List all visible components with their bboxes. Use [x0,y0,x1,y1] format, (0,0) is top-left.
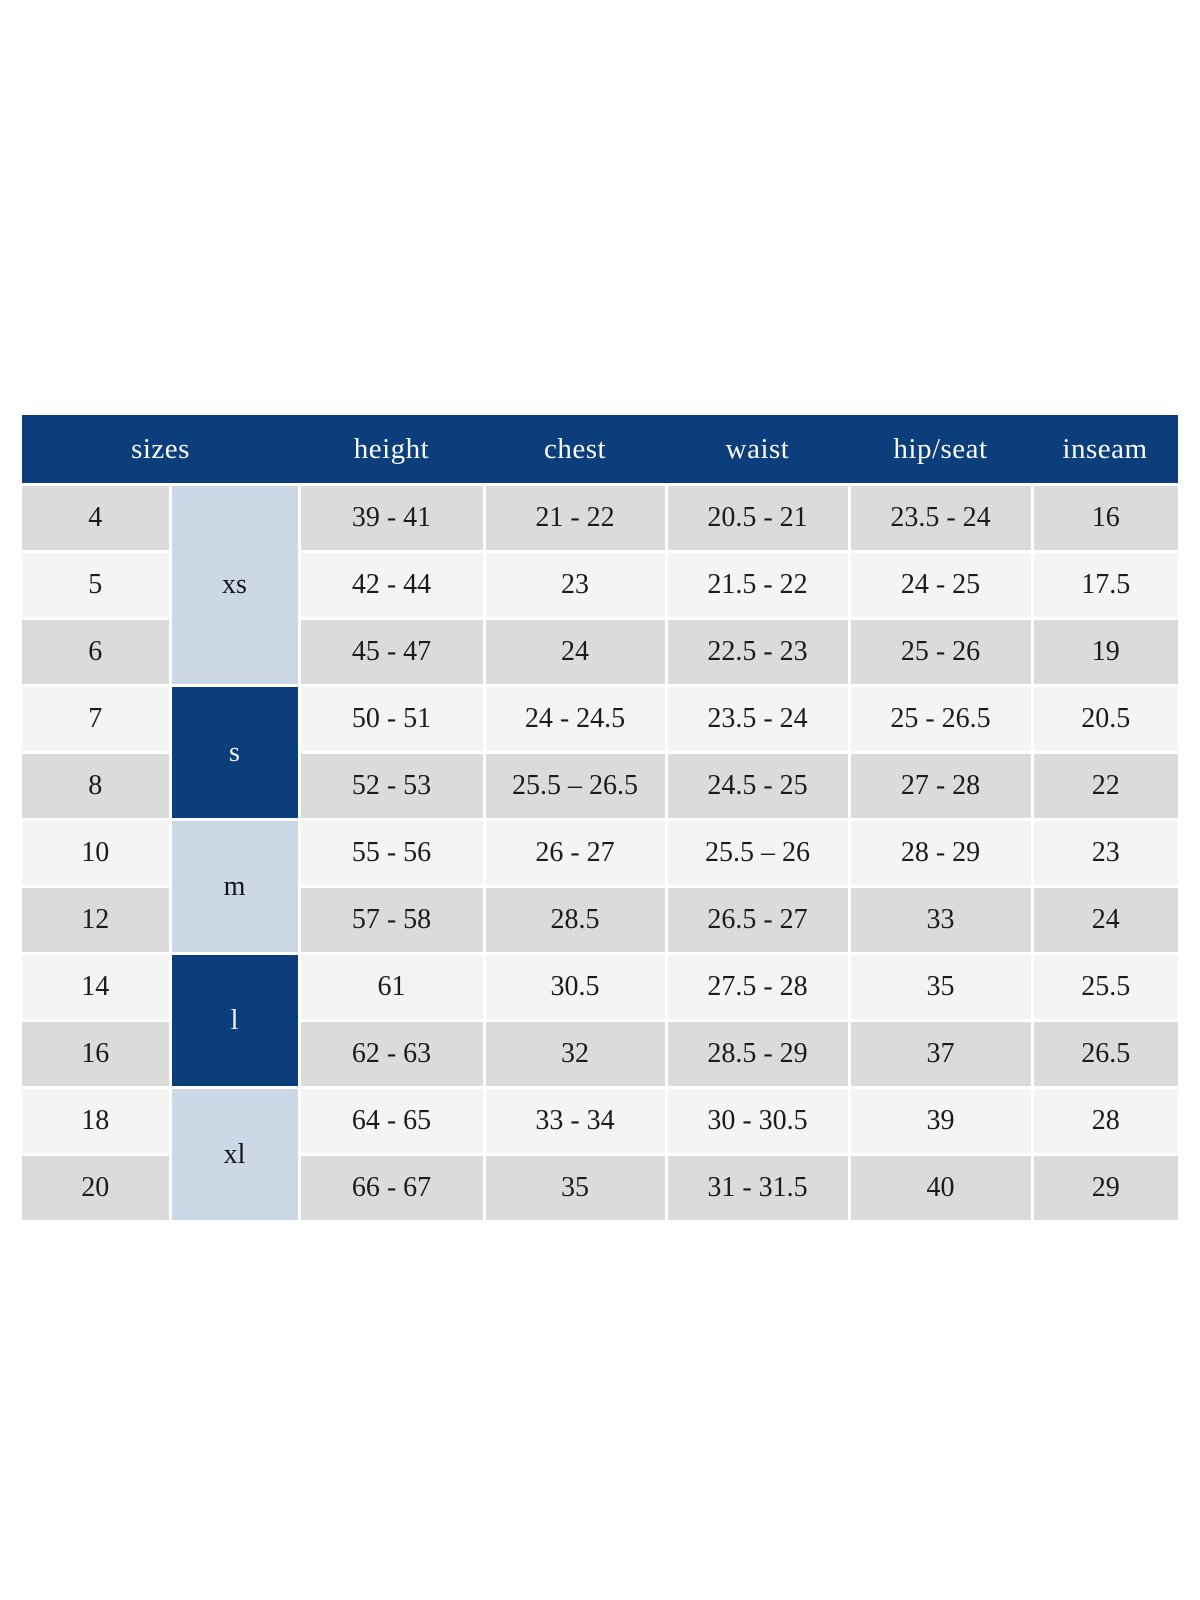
table-row: 10 m 55 - 56 26 - 27 25.5 – 26 28 - 29 23 [22,818,1178,954]
height-cell: 64 - 65 [297,1086,484,1155]
inseam-cell: 25.5 [1030,952,1178,1021]
height-cell: 39 - 41 [297,483,484,552]
waist-cell: 22.5 - 23 [664,617,849,686]
size-table-body: 4 xs 39 - 41 21 - 22 20.5 - 21 23.5 - 24 16 5 42… [22,483,1178,1220]
hip-seat-cell: 25 - 26.5 [847,684,1032,753]
table-row: 14 l 61 30.5 27.5 - 28 35 25.5 [22,952,1178,1088]
size-letter-cell: xs [168,483,299,686]
chest-cell: 33 - 34 [482,1086,666,1155]
chest-cell: 30.5 [482,952,666,1021]
column-header-height: height [299,415,484,485]
size-number-cell: 7 [22,684,170,753]
height-cell: 66 - 67 [297,1153,484,1220]
column-header-waist: waist [666,415,849,485]
size-number-cell: 14 [22,952,170,1021]
inseam-cell: 29 [1030,1153,1178,1220]
waist-cell: 31 - 31.5 [664,1153,849,1220]
hip-seat-cell: 39 [847,1086,1032,1155]
size-number-cell: 5 [22,550,170,619]
waist-cell: 28.5 - 29 [664,1019,849,1088]
waist-cell: 20.5 - 21 [664,483,849,552]
size-chart-table: sizes height chest waist hip/seat inseam… [22,415,1178,1220]
table-row: 16 62 - 63 32 28.5 - 29 37 26.5 [22,1019,1178,1088]
column-header-sizes: sizes [22,415,299,485]
chest-cell: 28.5 [482,885,666,954]
height-cell: 57 - 58 [297,885,484,954]
table-row: 7 s 50 - 51 24 - 24.5 23.5 - 24 25 - 26.5 20.5 [22,684,1178,820]
inseam-cell: 26.5 [1030,1019,1178,1088]
column-header-chest: chest [484,415,666,485]
inseam-cell: 22 [1030,751,1178,820]
chest-cell: 26 - 27 [482,818,666,887]
size-number-cell: 10 [22,818,170,887]
chest-cell: 23 [482,550,666,619]
size-number-cell: 20 [22,1153,170,1220]
chest-cell: 25.5 – 26.5 [482,751,666,820]
size-letter-cell: m [168,818,299,954]
height-cell: 55 - 56 [297,818,484,887]
inseam-cell: 17.5 [1030,550,1178,619]
size-number-cell: 8 [22,751,170,820]
chest-cell: 35 [482,1153,666,1220]
table-row: 12 57 - 58 28.5 26.5 - 27 33 24 [22,885,1178,954]
hip-seat-cell: 35 [847,952,1032,1021]
hip-seat-cell: 23.5 - 24 [847,483,1032,552]
waist-cell: 27.5 - 28 [664,952,849,1021]
table-row: 20 66 - 67 35 31 - 31.5 40 29 [22,1153,1178,1220]
chest-cell: 32 [482,1019,666,1088]
chest-cell: 21 - 22 [482,483,666,552]
size-letter-cell: s [168,684,299,820]
hip-seat-cell: 27 - 28 [847,751,1032,820]
height-cell: 50 - 51 [297,684,484,753]
size-number-cell: 18 [22,1086,170,1155]
height-cell: 62 - 63 [297,1019,484,1088]
column-header-hip-seat: hip/seat [849,415,1032,485]
waist-cell: 25.5 – 26 [664,818,849,887]
height-cell: 45 - 47 [297,617,484,686]
height-cell: 61 [297,952,484,1021]
height-cell: 52 - 53 [297,751,484,820]
chest-cell: 24 [482,617,666,686]
table-row: 8 52 - 53 25.5 – 26.5 24.5 - 25 27 - 28 22 [22,751,1178,820]
waist-cell: 21.5 - 22 [664,550,849,619]
chest-cell: 24 - 24.5 [482,684,666,753]
waist-cell: 26.5 - 27 [664,885,849,954]
table-row: 6 45 - 47 24 22.5 - 23 25 - 26 19 [22,617,1178,686]
height-cell: 42 - 44 [297,550,484,619]
hip-seat-cell: 28 - 29 [847,818,1032,887]
waist-cell: 30 - 30.5 [664,1086,849,1155]
column-header-inseam: inseam [1032,415,1178,485]
waist-cell: 23.5 - 24 [664,684,849,753]
inseam-cell: 19 [1030,617,1178,686]
hip-seat-cell: 37 [847,1019,1032,1088]
table-row: 4 xs 39 - 41 21 - 22 20.5 - 21 23.5 - 24 16 [22,483,1178,686]
table-row: 5 42 - 44 23 21.5 - 22 24 - 25 17.5 [22,550,1178,619]
table-header: sizes height chest waist hip/seat inseam [22,415,1178,485]
hip-seat-cell: 24 - 25 [847,550,1032,619]
size-number-cell: 4 [22,483,170,552]
size-number-cell: 6 [22,617,170,686]
inseam-cell: 16 [1030,483,1178,552]
hip-seat-cell: 25 - 26 [847,617,1032,686]
hip-seat-cell: 40 [847,1153,1032,1220]
header-row: sizes height chest waist hip/seat inseam [22,415,1178,485]
inseam-cell: 28 [1030,1086,1178,1155]
inseam-cell: 24 [1030,885,1178,954]
hip-seat-cell: 33 [847,885,1032,954]
table-row: 18 xl 64 - 65 33 - 34 30 - 30.5 39 28 [22,1086,1178,1220]
size-letter-cell: xl [168,1086,299,1220]
size-number-cell: 12 [22,885,170,954]
size-chart: sizes height chest waist hip/seat inseam… [22,415,1178,1220]
waist-cell: 24.5 - 25 [664,751,849,820]
size-number-cell: 16 [22,1019,170,1088]
size-letter-cell: l [168,952,299,1088]
inseam-cell: 23 [1030,818,1178,887]
inseam-cell: 20.5 [1030,684,1178,753]
